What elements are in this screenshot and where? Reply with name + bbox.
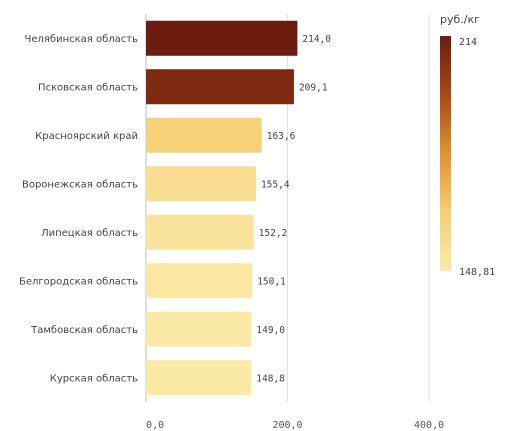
x-tick-label: 200,0: [272, 420, 302, 431]
value-label: 149,0: [256, 325, 285, 336]
category-label: Курская область: [50, 373, 138, 384]
value-label: 150,1: [257, 276, 286, 287]
colorbar-min-label: 148,81: [459, 267, 495, 278]
category-label: Липецкая область: [41, 228, 138, 239]
category-label: Красноярский край: [35, 131, 138, 142]
value-label: 209,1: [299, 82, 328, 93]
value-label: 214,0: [302, 34, 331, 45]
x-tick-label: 0,0: [146, 420, 164, 431]
bar: [146, 360, 252, 396]
bar: [146, 69, 294, 105]
category-label: Челябинская область: [24, 34, 138, 45]
category-label: Воронежская область: [22, 179, 138, 190]
category-label: Тамбовская область: [30, 325, 138, 336]
colorbar-gradient: [440, 36, 451, 271]
bar: [146, 263, 253, 299]
category-labels: Челябинская область Псковская область Крас…: [19, 34, 138, 385]
colorbar-title: руб./кг: [440, 13, 480, 26]
x-tick-label: 400,0: [414, 420, 444, 431]
value-label: 163,6: [267, 131, 296, 142]
x-axis-ticks: 0,0 200,0 400,0: [146, 420, 444, 431]
bar: [146, 311, 252, 347]
value-label: 155,4: [261, 179, 290, 190]
value-label: 152,2: [259, 228, 288, 239]
bar: [146, 214, 254, 250]
value-label: 148,8: [256, 373, 285, 384]
category-label: Белгородская область: [19, 276, 138, 287]
bar: [146, 20, 298, 56]
bars: [146, 20, 298, 396]
category-label: Псковская область: [38, 82, 138, 93]
value-labels: 214,0 209,1 163,6 155,4 152,2 150,1 149,0 148,8: [256, 34, 331, 385]
bar: [146, 166, 256, 202]
bar: [146, 117, 262, 153]
colorbar-max-label: 214: [459, 37, 477, 48]
colorbar-legend: руб./кг 214 148,81: [440, 13, 495, 278]
